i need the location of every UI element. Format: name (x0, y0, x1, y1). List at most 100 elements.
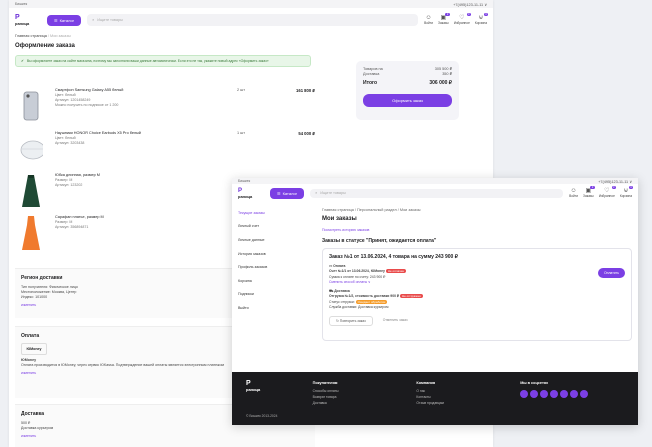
change-payment-link[interactable]: изменить (21, 371, 37, 376)
change-delivery-link[interactable]: изменить (21, 434, 37, 439)
processing-badge: Ожидает обработки (355, 299, 388, 304)
status-heading: Заказы в статусе "Принят, ожидается опла… (322, 238, 437, 244)
user-icon: ☺ (425, 15, 432, 21)
breadcrumb-current: Мои заказы (50, 34, 71, 38)
cart-icon: ⊌ (478, 15, 484, 21)
city-selector[interactable]: Бишкек (15, 2, 28, 6)
favorites-button[interactable]: ♡ 3 Избранное (453, 13, 471, 25)
vk-icon[interactable] (520, 389, 529, 398)
refresh-icon: ↻ (336, 318, 340, 323)
item-price: 54 000 ₽ (298, 131, 315, 136)
heart-icon: ♡ (459, 15, 465, 21)
card-icon: ▭ (329, 264, 334, 268)
search-icon: ⌕ (315, 191, 318, 195)
footer-link[interactable]: Контакты (416, 394, 431, 399)
ok-icon[interactable] (530, 389, 539, 398)
earbuds-product-icon[interactable] (19, 131, 43, 167)
change-region-link[interactable]: изменить (21, 303, 37, 308)
info-alert: ✔ Вы оформляете заказ на сайте магазина, … (15, 55, 311, 67)
not-shipped-badge: Не отгружено (400, 294, 423, 299)
orders-button[interactable]: ▣ 2 Заказы (438, 13, 450, 25)
city-selector[interactable]: Бишкек (238, 179, 251, 183)
menu-icon: ☰ (54, 17, 58, 23)
pay-button[interactable]: Оплатить (597, 268, 625, 278)
quantity: 1 шт (237, 131, 245, 135)
phone-product-icon[interactable] (19, 88, 43, 124)
product-name[interactable]: Смартфон Samsung Galaxy A55 белый (55, 88, 124, 92)
favorites-button[interactable]: ♡ 3 Избранное (598, 186, 616, 198)
product-name[interactable]: Сарафан платье, размер M (55, 215, 104, 219)
order-history-link[interactable]: Посмотреть историю заказов (322, 228, 370, 232)
cart-item: Юбка длинная, размер M Размер: M Артикул: … (15, 173, 315, 213)
dress-product-icon[interactable] (19, 215, 43, 251)
product-name[interactable]: Наушники HONOR Choice Earbuds X5 Pro бел… (55, 131, 141, 135)
phone-number[interactable]: +7(495)123-11-11 ∨ (453, 2, 487, 7)
delivery-section: Доставка 500 ₽ Доставка курьером изменить (15, 404, 315, 447)
repeat-order-button[interactable]: ↻ Повторить заказ (329, 315, 373, 326)
breadcrumb: Главная страница / Персональный раздел /… (322, 208, 421, 212)
login-button[interactable]: ☺ Войти (569, 188, 579, 198)
footer-link[interactable]: Возврат товара (312, 394, 337, 399)
instagram-icon[interactable] (550, 389, 559, 398)
footer-link[interactable]: О нас (416, 388, 426, 393)
order-summary: Товаров на 305 500 ₽ Доставка 350 ₽ Итого 3… (356, 61, 459, 120)
telegram-icon[interactable] (540, 389, 549, 398)
order-title: Заказ №1 от 13.06.2024, 4 товара на сумм… (329, 254, 458, 260)
search-input[interactable]: ⌕ Ищите товары (87, 14, 419, 26)
whatsapp-icon[interactable] (580, 389, 589, 398)
catalog-button[interactable]: ☰ Каталог (47, 14, 82, 26)
sidebar-item-personal-data[interactable]: Личные данные (238, 237, 265, 242)
yoomoney-logo[interactable]: ЮMoney (21, 343, 47, 355)
item-price: 161 800 ₽ (296, 88, 315, 93)
footer-link[interactable]: Отзыв продавцам (416, 400, 444, 405)
cart-item: Сарафан платье, размер M Размер: M Артикул… (15, 215, 315, 255)
skirt-product-icon[interactable] (19, 173, 43, 209)
breadcrumb: Главная страница / Мои заказы (15, 34, 71, 38)
heart-icon: ♡ (604, 188, 610, 194)
search-icon: ⌕ (92, 18, 95, 22)
sidebar-item-order-profiles[interactable]: Профиль заказов (238, 265, 268, 270)
sidebar-item-account[interactable]: Личный счет (238, 224, 259, 229)
sidebar-item-subscriptions[interactable]: Подписки (238, 292, 254, 297)
page-title: Мои заказы (322, 216, 357, 222)
breadcrumb-home[interactable]: Главная страница (15, 34, 47, 38)
cart-button[interactable]: ⊌ 4 Корзина (619, 186, 633, 198)
user-icon: ☺ (570, 188, 577, 194)
cancel-order-button[interactable]: Отменить заказ (382, 317, 408, 322)
youtube-icon[interactable] (560, 389, 569, 398)
cart-item: Смартфон Samsung Galaxy A55 белый Цвет: б… (15, 88, 315, 128)
order-card: Заказ №1 от 13.06.2024, 4 товара на сумм… (322, 248, 632, 341)
product-name[interactable]: Юбка длинная, размер M (55, 173, 100, 177)
change-payment-link[interactable]: Сменить способ оплаты ∨ (329, 280, 371, 285)
phone-number[interactable]: +7(495)123-11-11 ∨ (598, 179, 632, 184)
footer-link[interactable]: Доставка (312, 400, 327, 405)
place-order-button[interactable]: Оформить заказ (363, 93, 452, 107)
login-button[interactable]: ☺ Войти (424, 15, 434, 25)
sidebar-item-order-history[interactable]: История заказов (238, 251, 266, 256)
search-input[interactable]: ⌕ Ищите товары (310, 188, 564, 198)
catalog-button[interactable]: ☰ Каталог (270, 187, 305, 199)
viber-icon[interactable] (570, 389, 579, 398)
sidebar-item-logout[interactable]: Выйти (238, 305, 249, 310)
check-icon: ✔ (21, 59, 24, 63)
account-sidebar: Текущие заказы Личный счет Личные данные… (238, 206, 322, 372)
page-title: Оформление заказа (15, 43, 75, 49)
unpaid-badge: Не оплачен (385, 269, 407, 274)
truck-icon: ⛟ (329, 288, 335, 293)
menu-icon: ☰ (277, 190, 281, 196)
orders-button[interactable]: ▣ 2 Заказы (583, 186, 595, 198)
quantity: 2 шт (237, 88, 245, 92)
box-icon: ▣ (440, 15, 447, 21)
sidebar-item-cart[interactable]: Корзина (238, 278, 252, 283)
cart-item: Наушники HONOR Choice Earbuds X5 Pro бел… (15, 131, 315, 171)
cart-button[interactable]: ⊌ 4 Корзина (474, 13, 488, 25)
sidebar-item-current-orders[interactable]: Текущие заказы (238, 210, 265, 215)
footer-link[interactable]: Способы оплаты (312, 388, 339, 393)
